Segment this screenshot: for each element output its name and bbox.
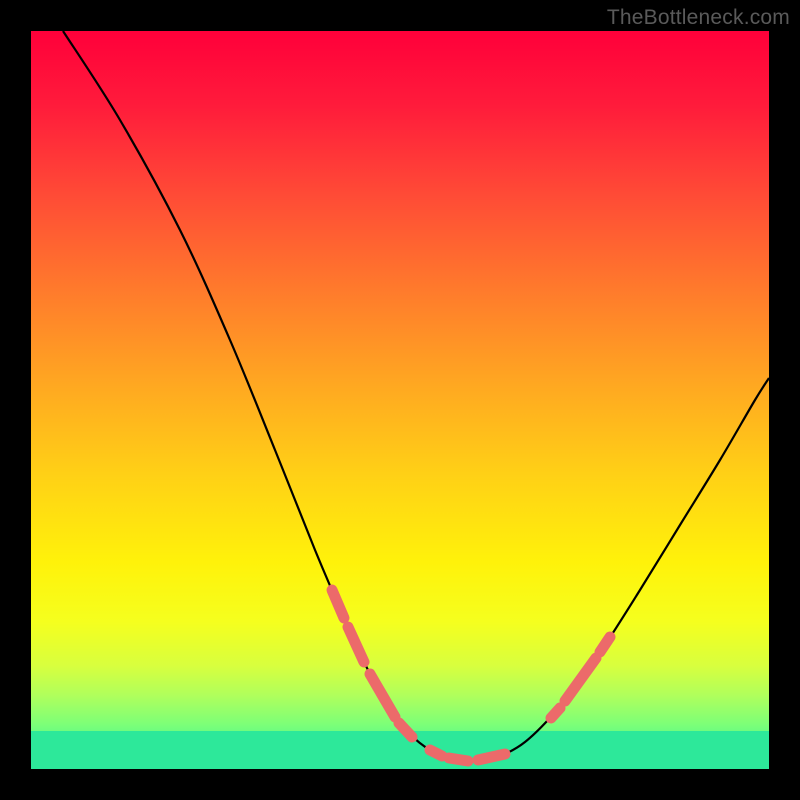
- watermark-text: TheBottleneck.com: [607, 6, 790, 30]
- chart-svg: [0, 0, 800, 800]
- minimum-band: [31, 731, 769, 769]
- highlight-segment: [449, 758, 468, 761]
- chart-background: [31, 31, 769, 769]
- highlight-segment: [551, 708, 560, 718]
- highlight-segment: [478, 754, 505, 760]
- bottleneck-chart: TheBottleneck.com: [0, 0, 800, 800]
- highlight-segment: [430, 750, 442, 756]
